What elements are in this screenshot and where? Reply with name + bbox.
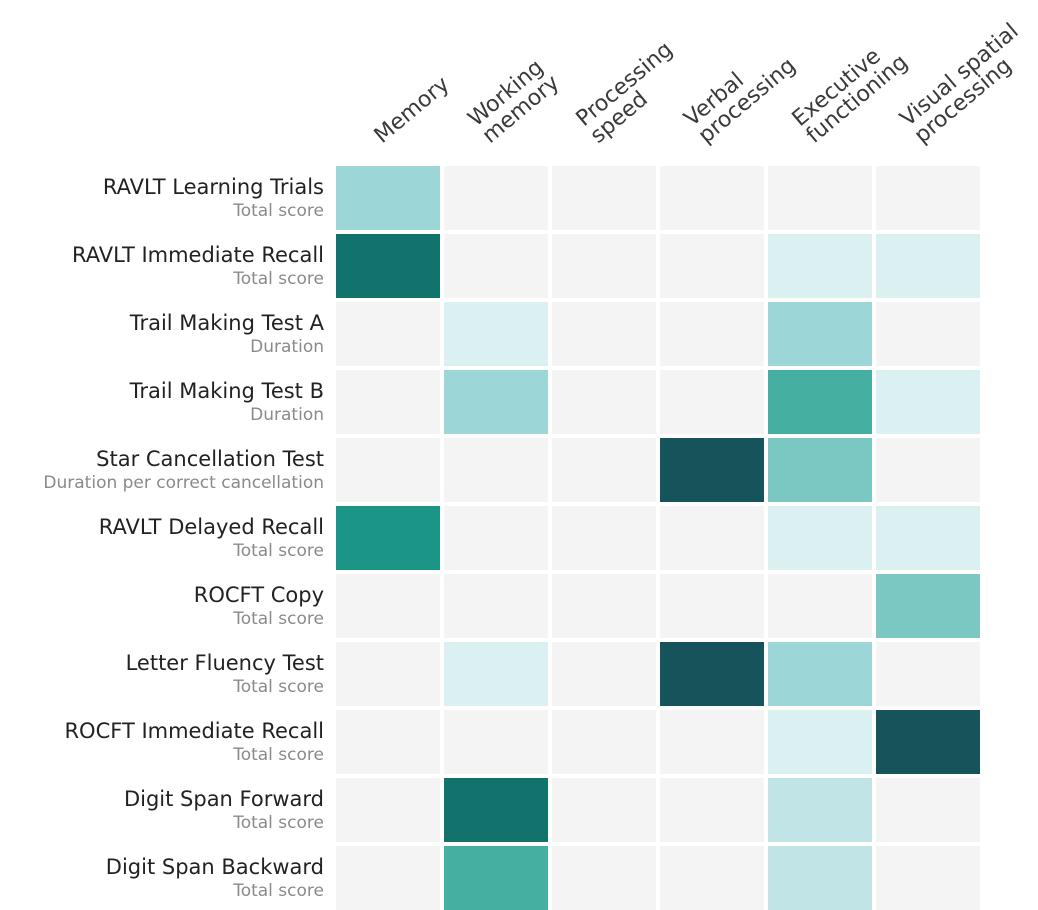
row-sublabel: Total score (232, 269, 324, 289)
heatmap-cell (552, 234, 656, 298)
row-label: RAVLT Immediate Recall (72, 243, 324, 267)
row-sublabel: Total score (232, 881, 324, 901)
column-label: Verbalprocessing (680, 36, 801, 148)
heatmap-cell (336, 642, 440, 706)
heatmap-cell (876, 166, 980, 230)
heatmap-cell (660, 778, 764, 842)
row-label: Digit Span Forward (124, 787, 324, 811)
heatmap-cell (552, 574, 656, 638)
heatmap-cell (336, 438, 440, 502)
column-label: Executivefunctioning (788, 33, 913, 149)
heatmap-cell (336, 710, 440, 774)
row-label: ROCFT Copy (194, 583, 324, 607)
heatmap-cell (552, 438, 656, 502)
row-sublabel: Duration (250, 405, 324, 425)
heatmap-cell (552, 302, 656, 366)
heatmap-cell (768, 574, 872, 638)
heatmap-cell (876, 642, 980, 706)
heatmap-cell (336, 234, 440, 298)
heatmap-cell (876, 506, 980, 570)
heatmap-cell (660, 438, 764, 502)
row-label: Trail Making Test A (129, 311, 325, 335)
heatmap-cell (768, 302, 872, 366)
heatmap-cell (336, 506, 440, 570)
heatmap-cell (660, 846, 764, 910)
heatmap-cell (336, 574, 440, 638)
heatmap-cell (768, 438, 872, 502)
heatmap-cell (336, 302, 440, 366)
heatmap-cell (336, 846, 440, 910)
row-label: Digit Span Backward (106, 855, 324, 879)
heatmap-cell (768, 506, 872, 570)
row-sublabel: Total score (232, 609, 324, 629)
row-label: Letter Fluency Test (126, 651, 324, 675)
heatmap-cell (876, 370, 980, 434)
heatmap-cell (876, 438, 980, 502)
heatmap-cell (876, 234, 980, 298)
heatmap-cell (444, 234, 548, 298)
heatmap-cells (336, 166, 980, 910)
heatmap-cell (444, 710, 548, 774)
heatmap-cell (660, 370, 764, 434)
heatmap-cell (444, 574, 548, 638)
row-sublabel: Total score (232, 201, 324, 221)
heatmap-cell (768, 166, 872, 230)
heatmap-cell (444, 438, 548, 502)
row-sublabel: Duration per correct cancellation (43, 473, 324, 493)
row-sublabel: Duration (250, 337, 324, 357)
heatmap-cell (444, 302, 548, 366)
row-label: RAVLT Delayed Recall (99, 515, 324, 539)
heatmap-cell (660, 642, 764, 706)
heatmap-cell (552, 710, 656, 774)
heatmap-cell (444, 846, 548, 910)
heatmap-cell (552, 642, 656, 706)
heatmap-cell (660, 710, 764, 774)
heatmap-cell (444, 506, 548, 570)
heatmap-cell (552, 846, 656, 910)
heatmap-cell (768, 846, 872, 910)
row-label: Star Cancellation Test (96, 447, 324, 471)
heatmap-cell (552, 778, 656, 842)
heatmap-cell (336, 370, 440, 434)
heatmap-cell (444, 778, 548, 842)
heatmap-cell (660, 574, 764, 638)
heatmap-cell (768, 778, 872, 842)
heatmap-cell (444, 642, 548, 706)
heatmap-cell (876, 574, 980, 638)
heatmap-cell (552, 370, 656, 434)
column-labels: Memory Workingmemory Processingspeed Verbal… (370, 19, 1038, 149)
heatmap-cell (660, 166, 764, 230)
heatmap-cell (876, 778, 980, 842)
heatmap-cell (552, 506, 656, 570)
column-label-line: Memory (370, 72, 455, 149)
row-sublabel: Total score (232, 813, 324, 833)
heatmap-cell (444, 166, 548, 230)
heatmap-cell (660, 302, 764, 366)
row-label: Trail Making Test B (129, 379, 324, 403)
row-sublabel: Total score (232, 745, 324, 765)
row-sublabel: Total score (232, 541, 324, 561)
heatmap-cell (660, 234, 764, 298)
heatmap-cell (768, 642, 872, 706)
heatmap-cell (768, 234, 872, 298)
row-sublabel: Total score (232, 677, 324, 697)
heatmap-cell (336, 778, 440, 842)
column-label: Memory (370, 72, 455, 149)
heatmap-cell (336, 166, 440, 230)
heatmap-cell (768, 370, 872, 434)
heatmap-cell (876, 302, 980, 366)
heatmap-cell (444, 370, 548, 434)
row-label: ROCFT Immediate Recall (64, 719, 324, 743)
column-label: Workingmemory (464, 54, 565, 149)
heatmap-cell (660, 506, 764, 570)
row-label: RAVLT Learning Trials (103, 175, 324, 199)
column-label: Processingspeed (572, 37, 692, 149)
heatmap-cell (552, 166, 656, 230)
heatmap-cell (876, 846, 980, 910)
heatmap-cell (876, 710, 980, 774)
column-label: Visual spatialprocessing (896, 19, 1038, 149)
heatmap-cell (768, 710, 872, 774)
